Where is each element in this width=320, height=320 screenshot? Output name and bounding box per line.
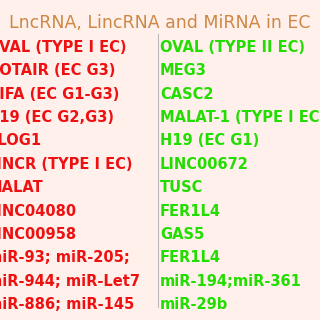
Text: LINC00958: LINC00958 <box>0 227 76 242</box>
Text: H19 (EC G1): H19 (EC G1) <box>160 133 259 148</box>
Text: HIFA (EC G1-G3): HIFA (EC G1-G3) <box>0 87 120 102</box>
Text: miR-886; miR-145: miR-886; miR-145 <box>0 297 134 312</box>
Text: H19 (EC G2,G3): H19 (EC G2,G3) <box>0 110 114 125</box>
Text: MALAT-1 (TYPE I EC): MALAT-1 (TYPE I EC) <box>160 110 320 125</box>
Text: LncRNA, LincRNA and MiRNA in EC: LncRNA, LincRNA and MiRNA in EC <box>9 14 311 32</box>
Text: MEG3: MEG3 <box>160 63 207 78</box>
Text: FER1L4: FER1L4 <box>160 250 221 265</box>
Text: LINC04080: LINC04080 <box>0 204 76 219</box>
Text: CASC2: CASC2 <box>160 87 213 102</box>
Text: ALOG1: ALOG1 <box>0 133 42 148</box>
Text: miR-194;miR-361: miR-194;miR-361 <box>160 274 302 289</box>
Text: OVAL (TYPE II EC): OVAL (TYPE II EC) <box>160 40 305 55</box>
Text: FER1L4: FER1L4 <box>160 204 221 219</box>
Text: LINC00672: LINC00672 <box>160 157 249 172</box>
Text: GAS5: GAS5 <box>160 227 204 242</box>
Text: OVAL (TYPE I EC): OVAL (TYPE I EC) <box>0 40 127 55</box>
Text: MALAT: MALAT <box>0 180 43 195</box>
Text: HOTAIR (EC G3): HOTAIR (EC G3) <box>0 63 116 78</box>
Text: TUSC: TUSC <box>160 180 204 195</box>
Text: miR-93; miR-205;: miR-93; miR-205; <box>0 250 130 265</box>
Text: miR-944; miR-Let7: miR-944; miR-Let7 <box>0 274 140 289</box>
Text: miR-29b: miR-29b <box>160 297 228 312</box>
Text: LINCR (TYPE I EC): LINCR (TYPE I EC) <box>0 157 133 172</box>
